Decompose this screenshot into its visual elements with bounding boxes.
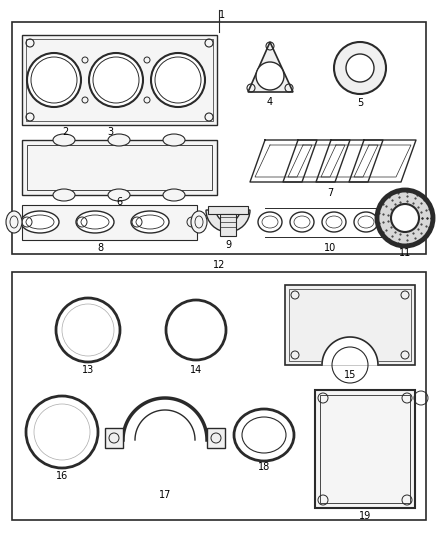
Ellipse shape	[290, 212, 314, 232]
Circle shape	[151, 53, 205, 107]
Ellipse shape	[163, 134, 185, 146]
Ellipse shape	[108, 134, 130, 146]
Ellipse shape	[131, 211, 169, 233]
Wedge shape	[206, 210, 250, 232]
Ellipse shape	[6, 211, 22, 233]
Text: 9: 9	[225, 240, 231, 250]
Text: 3: 3	[107, 127, 113, 137]
Bar	[12, 22, 426, 254]
Text: 17: 17	[159, 490, 171, 500]
Text: 15: 15	[344, 370, 356, 380]
Text: 13: 13	[82, 365, 94, 375]
Bar	[105, 428, 123, 448]
Circle shape	[27, 53, 81, 107]
Text: 5: 5	[357, 98, 363, 108]
Text: 11: 11	[399, 248, 411, 258]
Ellipse shape	[21, 211, 59, 233]
Bar	[26, 39, 213, 121]
Bar	[320, 395, 410, 503]
Text: 14: 14	[190, 365, 202, 375]
Ellipse shape	[76, 211, 114, 233]
Circle shape	[56, 298, 120, 362]
Ellipse shape	[322, 212, 346, 232]
Bar	[285, 285, 415, 365]
Bar	[22, 140, 217, 195]
Ellipse shape	[191, 211, 207, 233]
Ellipse shape	[234, 409, 294, 461]
Circle shape	[89, 53, 143, 107]
Bar	[12, 272, 426, 520]
Ellipse shape	[163, 189, 185, 201]
Text: 6: 6	[116, 197, 122, 207]
Bar	[315, 390, 415, 508]
Text: 12: 12	[213, 260, 225, 270]
Ellipse shape	[258, 212, 282, 232]
Ellipse shape	[108, 189, 130, 201]
Text: 16: 16	[56, 471, 68, 481]
Circle shape	[334, 42, 386, 94]
Circle shape	[166, 300, 226, 360]
Text: 2: 2	[62, 127, 68, 137]
Text: 18: 18	[258, 462, 270, 472]
Text: 19: 19	[359, 511, 371, 521]
Text: 10: 10	[324, 243, 336, 253]
Bar	[220, 214, 236, 236]
Polygon shape	[322, 337, 378, 365]
Bar	[22, 35, 217, 125]
Bar	[22, 205, 197, 240]
Bar	[207, 428, 225, 448]
Bar	[289, 289, 411, 361]
Circle shape	[346, 54, 374, 82]
Circle shape	[26, 396, 98, 468]
Ellipse shape	[53, 189, 75, 201]
Circle shape	[391, 204, 419, 232]
Ellipse shape	[354, 212, 378, 232]
Polygon shape	[248, 42, 293, 92]
Text: 7: 7	[327, 188, 333, 198]
Bar	[27, 145, 212, 190]
Ellipse shape	[256, 62, 284, 90]
Text: 8: 8	[97, 243, 103, 253]
Bar	[208, 206, 248, 214]
Ellipse shape	[53, 134, 75, 146]
Text: 1: 1	[219, 10, 225, 20]
Circle shape	[377, 190, 433, 246]
Text: 4: 4	[267, 97, 273, 107]
